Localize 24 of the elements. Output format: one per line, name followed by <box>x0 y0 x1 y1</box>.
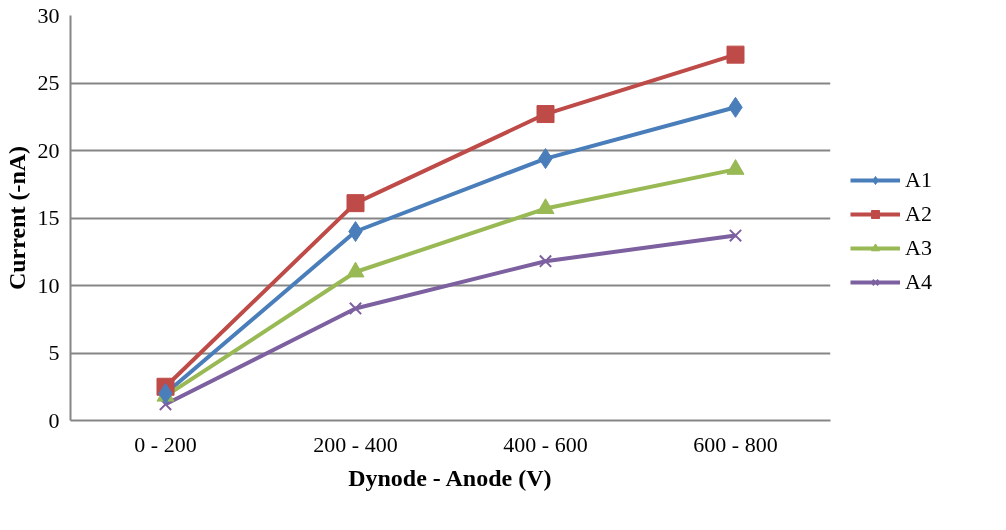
y-tick-label: 25 <box>37 70 60 95</box>
point <box>346 194 365 213</box>
y-tick-label: 5 <box>48 340 60 365</box>
y-tick-label: 20 <box>37 137 60 163</box>
legend-label: A1 <box>905 167 932 193</box>
point <box>726 45 745 64</box>
point <box>348 221 363 242</box>
y-tick-label: 0 <box>48 407 60 433</box>
legend-label: A2 <box>905 201 932 227</box>
y-tick-label: 15 <box>37 205 60 230</box>
legend-label: A3 <box>905 235 932 261</box>
x-tick-label: 200 - 400 <box>313 431 398 457</box>
y-tick-label: 30 <box>37 2 60 28</box>
legend-label: A4 <box>905 269 932 295</box>
x-tick-label: 0 - 200 <box>134 431 197 457</box>
point <box>728 228 743 243</box>
point <box>538 254 553 268</box>
x-tick-label: 400 - 600 <box>503 431 588 457</box>
point <box>348 301 363 316</box>
x-tick-label: 600 - 800 <box>693 431 778 457</box>
y-axis-title: Current (-nA) <box>3 145 30 291</box>
y-tick-label: 10 <box>37 272 60 298</box>
point <box>536 105 555 124</box>
x-axis-title: Dynode - Anode (V) <box>348 464 552 491</box>
